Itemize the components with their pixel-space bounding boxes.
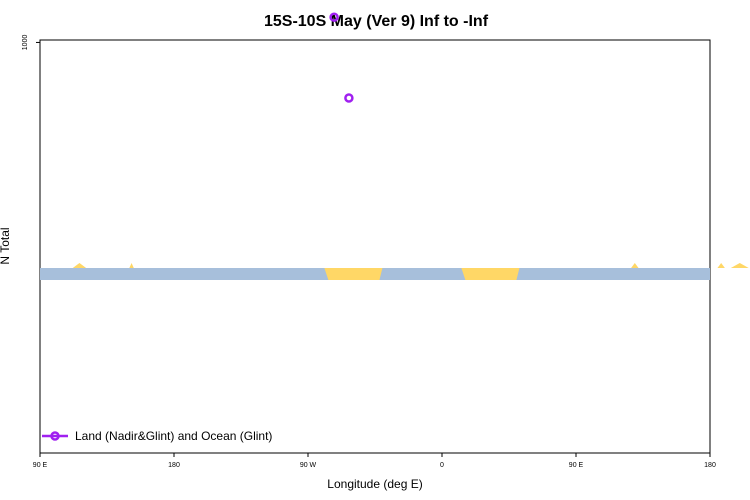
x-axis-label: Longitude (deg E) — [327, 477, 422, 491]
x-axis-ticks: 90 E 180 90 W 0 90 E 180 — [33, 453, 716, 469]
land-bump — [631, 263, 639, 268]
data-point — [344, 93, 354, 103]
legend-marker — [50, 431, 60, 441]
plot-frame — [39, 39, 711, 454]
chart-title: 15S-10S May (Ver 9) Inf to -Inf — [264, 13, 489, 30]
x-tick-label: 180 — [704, 462, 716, 469]
data-point — [329, 12, 339, 22]
land-segment — [324, 268, 383, 280]
x-tick-label: 90 E — [569, 462, 584, 469]
x-tick-label: 90 E — [33, 462, 48, 469]
y-tick-label: 1000 — [22, 35, 29, 51]
land-bump — [730, 263, 749, 268]
x-tick-label: 180 — [168, 462, 180, 469]
land-bump — [717, 263, 725, 268]
land-bump — [129, 263, 134, 268]
legend: Land (Nadir&Glint) and Ocean (Glint) — [42, 429, 272, 443]
land-segment — [461, 268, 520, 280]
land-ocean-strip — [40, 263, 749, 280]
x-tick-label: 90 W — [300, 462, 317, 469]
data-points — [329, 12, 354, 103]
y-axis-ticks: 1000200050001000020000 — [22, 35, 40, 51]
land-bump — [72, 263, 87, 268]
y-axis-label: N Total — [0, 227, 12, 264]
x-tick-label: 0 — [440, 462, 444, 469]
legend-label: Land (Nadir&Glint) and Ocean (Glint) — [75, 429, 272, 443]
